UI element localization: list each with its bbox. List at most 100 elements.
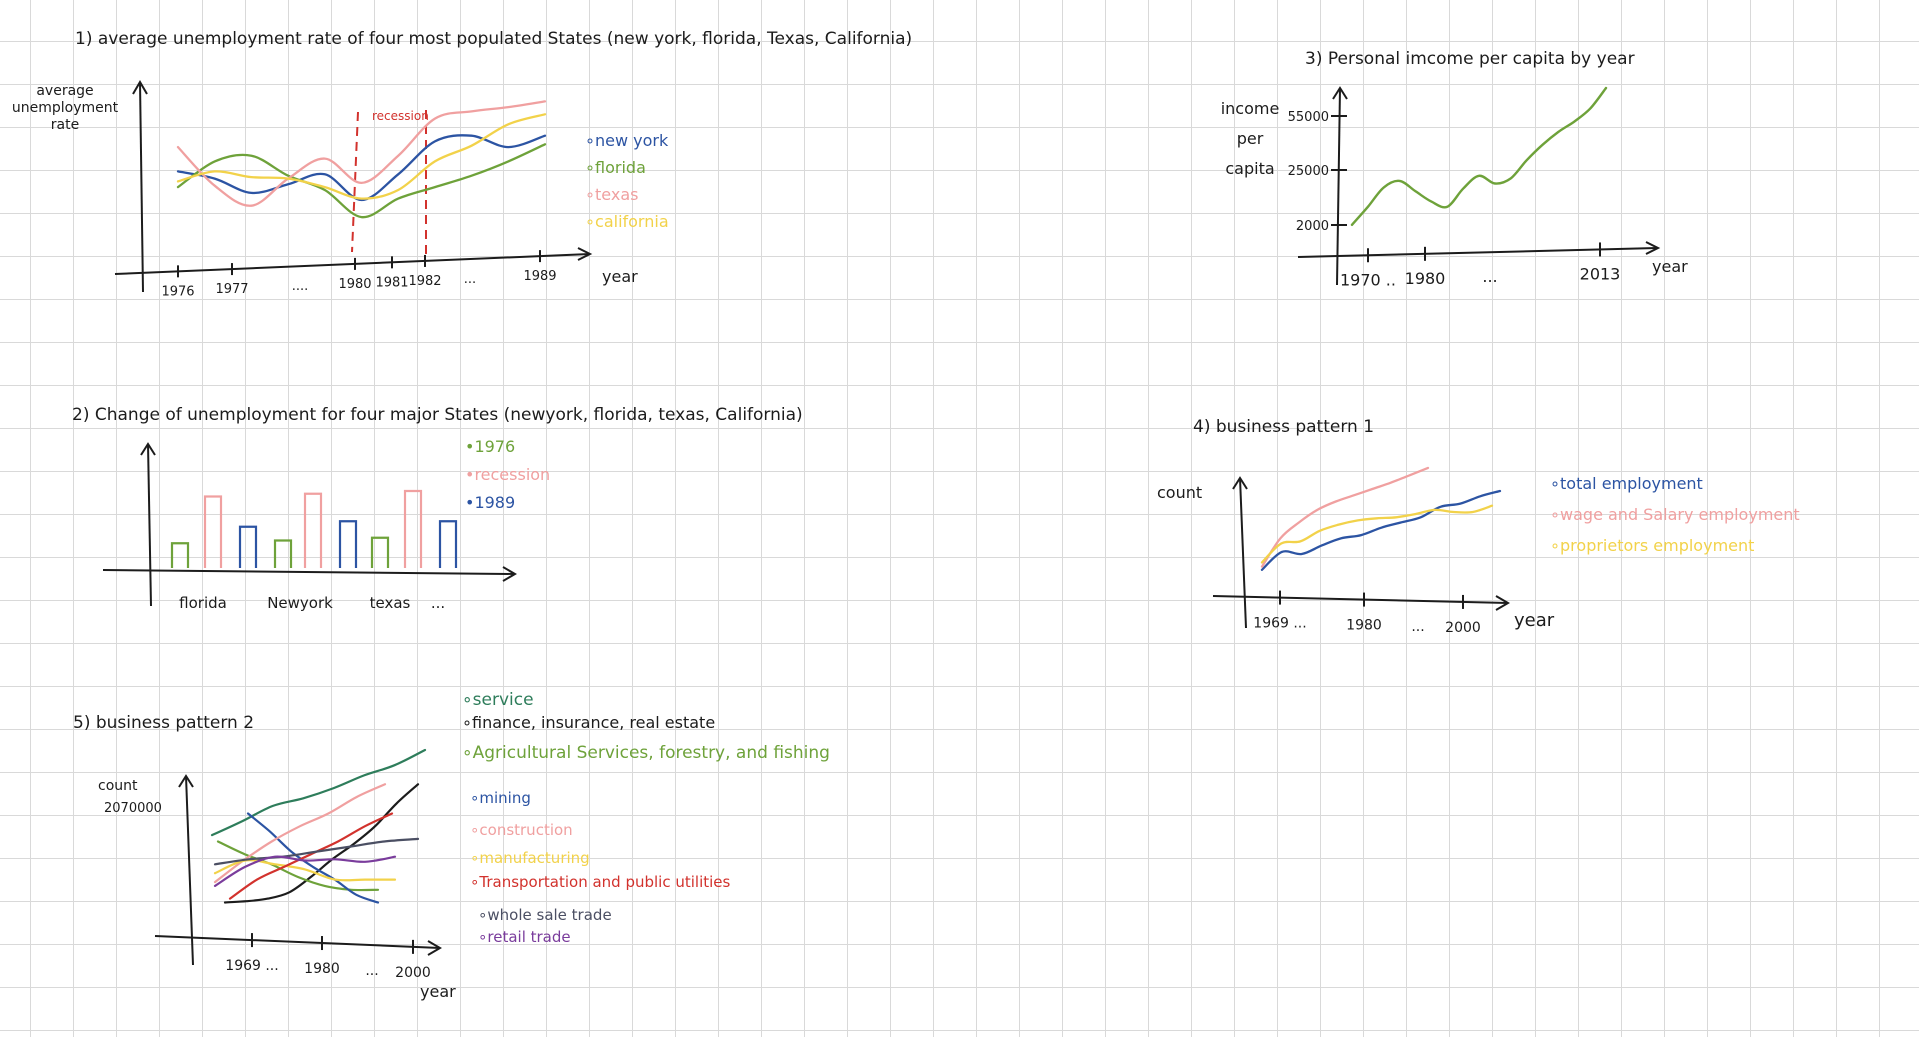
chart-5-y-arrow <box>178 774 194 788</box>
chart-4-business-pattern-1: 4) business pattern 1 count 1969 ... 1980… <box>1157 417 1800 636</box>
chart-2-title: 2) Change of unemployment for four major… <box>72 405 803 425</box>
x-tick-label: 1989 <box>523 269 556 284</box>
label-line: average <box>36 83 93 99</box>
series-line-california <box>176 113 547 200</box>
chart-4-y-axis <box>1239 477 1247 629</box>
chart-2-bars <box>170 489 458 568</box>
bar-1989 <box>438 520 458 568</box>
series-line-proprietors-employment <box>1260 504 1494 564</box>
chart-1-y-axis <box>139 81 144 293</box>
legend-entry: ∘california <box>585 212 669 231</box>
legend-entry: ∘florida <box>585 158 646 177</box>
chart-3-income-per-capita: 3) Personal imcome per capita by year in… <box>1221 49 1688 289</box>
chart-5-xlabel: year <box>420 982 456 1001</box>
chart-2-unemployment-bars: 2) Change of unemployment for four major… <box>72 405 803 612</box>
label-line: income <box>1221 99 1280 118</box>
x-tick-label: 2000 <box>395 965 431 981</box>
chart-2-x-arrow <box>502 566 517 582</box>
legend-entry: ∘mining <box>470 789 531 807</box>
bar-1976 <box>273 539 293 568</box>
x-tick-label: ... <box>365 963 378 979</box>
chart-2-category-labels: florida Newyork texas... <box>179 594 445 612</box>
series-line-total-employment <box>1260 489 1502 571</box>
legend-entry: ∘retail trade <box>478 928 571 946</box>
chart-1-ylabel: average unemployment rate <box>12 83 119 133</box>
chart-3-series-line <box>1350 86 1608 226</box>
label-line: unemployment <box>12 100 119 116</box>
chart-1-legend: ∘new york ∘florida ∘texas ∘california <box>585 131 669 231</box>
chart-3-title: 3) Personal imcome per capita by year <box>1305 49 1635 69</box>
chart-4-ylabel: count <box>1157 483 1202 502</box>
legend-entry: ∘manufacturing <box>470 849 590 867</box>
chart-5-x-arrow <box>427 940 442 956</box>
series-line-florida <box>176 143 547 219</box>
chart-1-x-axis <box>114 253 591 275</box>
bar-1976 <box>370 536 390 568</box>
legend-entry: ∘Agricultural Services, forestry, and fi… <box>462 743 830 763</box>
series-line-retail-trade <box>213 855 397 887</box>
x-tick-label: ... <box>464 272 476 287</box>
x-tick-label: .... <box>292 279 309 294</box>
chart-1-unemployment-lines: 1) average unemployment rate of four mos… <box>12 29 912 299</box>
x-tick-label: ... <box>1411 619 1424 635</box>
series-line-mining <box>246 812 380 904</box>
x-tick-label: 1980 <box>304 961 340 977</box>
legend-entry: ∘construction <box>470 821 573 839</box>
x-tick-label: 1977 <box>215 282 248 297</box>
chart-5-business-pattern-2: 5) business pattern 2 count 2070000 1969… <box>73 690 830 1001</box>
series-line-transportation-and-public-utilities <box>228 812 394 900</box>
legend-entry: ∘new york <box>585 131 669 150</box>
x-tick-label: 1980 <box>1346 618 1382 634</box>
series-line-service <box>210 748 427 837</box>
x-tick-label: 1969 ... <box>225 958 278 974</box>
chart-2-x-axis <box>102 569 516 575</box>
y-tick-label: 55000 <box>1288 110 1329 125</box>
category-label: florida <box>179 594 227 612</box>
chart-2-y-axis <box>147 443 152 607</box>
legend-entry: •recession <box>465 465 550 484</box>
label-line: capita <box>1225 159 1274 178</box>
chart-3-y-ticks: 55000 25000 2000 <box>1288 110 1347 234</box>
x-tick-label: 1969 ... <box>1253 616 1306 632</box>
y-tick-label: 2000 <box>1296 219 1329 234</box>
chart-4-legend: ∘total employment ∘wage and Salary employ… <box>1550 474 1800 555</box>
label-line: rate <box>51 117 79 133</box>
legend-entry: •1976 <box>465 437 515 456</box>
chart-5-y-tick-label: 2070000 <box>104 801 162 816</box>
legend-entry: ∘texas <box>585 185 638 204</box>
chart-1-x-ticks: 1976 1977.... 1980 1981 1982... 1989 <box>161 250 557 299</box>
category-label: Newyork <box>267 594 333 612</box>
chart-5-x-axis <box>154 935 441 949</box>
chart-1-xlabel: year <box>602 267 638 286</box>
label-line: per <box>1237 129 1264 148</box>
legend-entry: ∘service <box>462 690 534 710</box>
chart-1-y-arrow <box>132 80 148 95</box>
legend-entry: ∘total employment <box>1550 474 1703 493</box>
chart-4-xlabel: year <box>1514 610 1555 631</box>
series-line-line <box>1350 86 1608 226</box>
series-line-new-york <box>176 134 547 202</box>
series-line-agricultural-services-forestry-and-fishing <box>216 840 380 892</box>
category-label: ... <box>431 594 445 612</box>
y-tick-label: 25000 <box>1288 164 1329 179</box>
x-tick-label: 2013 <box>1580 264 1621 283</box>
chart-4-x-axis <box>1212 595 1509 604</box>
chart-3-x-axis <box>1297 247 1659 258</box>
x-tick-label: 1980 <box>1405 269 1446 288</box>
bar-1989 <box>338 520 358 568</box>
x-tick-label: 1976 <box>161 284 194 299</box>
chart-2-y-arrow <box>140 442 156 456</box>
chart-4-title: 4) business pattern 1 <box>1193 417 1374 437</box>
chart-4-x-arrow <box>1495 595 1510 611</box>
chart-3-y-axis <box>1336 87 1341 286</box>
chart-5-y-axis <box>185 775 194 966</box>
x-tick-label: ... <box>1482 267 1497 286</box>
bar-recession <box>303 492 323 568</box>
x-tick-label: 1982 <box>408 274 441 289</box>
chart-4-x-ticks: 1969 ... 1980... 2000 <box>1253 590 1481 636</box>
chart-3-xlabel: year <box>1652 257 1688 276</box>
chart-5-legend: ∘service ∘finance, insurance, real estate… <box>462 690 830 946</box>
chart-3-x-ticks: 1970 .. 1980... 2013 <box>1340 242 1620 289</box>
bar-1989 <box>238 525 258 568</box>
